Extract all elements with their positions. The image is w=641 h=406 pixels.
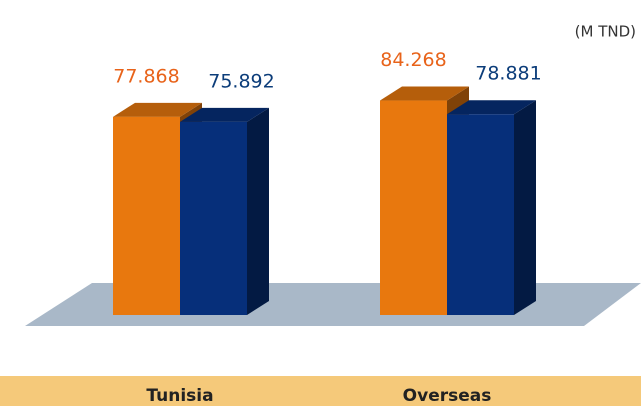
- bar-side: [514, 100, 536, 315]
- category-label: Overseas: [403, 386, 492, 406]
- bar: [380, 100, 447, 316]
- category-label: Tunisia: [146, 386, 213, 406]
- bar-side: [247, 107, 269, 315]
- value-label: 75.892: [208, 70, 274, 92]
- unit-label: (M TND): [575, 23, 636, 41]
- bar: [180, 121, 247, 315]
- bar-top: [447, 100, 536, 115]
- value-label: 78.881: [475, 63, 541, 85]
- value-label: 77.868: [113, 65, 179, 87]
- bar: [113, 116, 180, 315]
- bar-top: [180, 107, 269, 122]
- bar-top: [113, 102, 202, 117]
- bar: [447, 114, 514, 315]
- value-label: 84.268: [380, 49, 446, 71]
- bar-top: [380, 86, 469, 101]
- category-band: [0, 376, 641, 406]
